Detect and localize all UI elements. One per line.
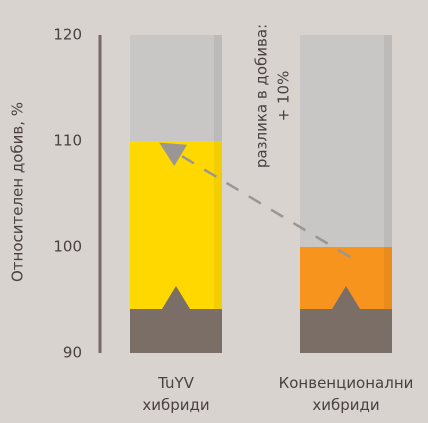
y-axis-label: Относителен добив, % bbox=[9, 102, 27, 282]
annotation: + 10% bbox=[275, 71, 293, 122]
bar-container-edge bbox=[384, 35, 392, 353]
annotation: разлика в добива: bbox=[253, 24, 271, 168]
y-tick-label: 110 bbox=[53, 132, 82, 150]
difference-arrow bbox=[159, 142, 351, 259]
x-tick-label: TuYV хибриди bbox=[142, 374, 210, 414]
bar-base bbox=[300, 286, 392, 353]
bar-base bbox=[130, 286, 222, 353]
y-tick-label: 90 bbox=[63, 344, 82, 362]
bar-edge bbox=[384, 247, 392, 353]
bar-edge bbox=[214, 141, 222, 353]
y-tick-label: 100 bbox=[53, 238, 82, 256]
x-tick-label: Конвенционални хибриди bbox=[278, 374, 414, 414]
y-tick-label: 120 bbox=[53, 26, 82, 44]
